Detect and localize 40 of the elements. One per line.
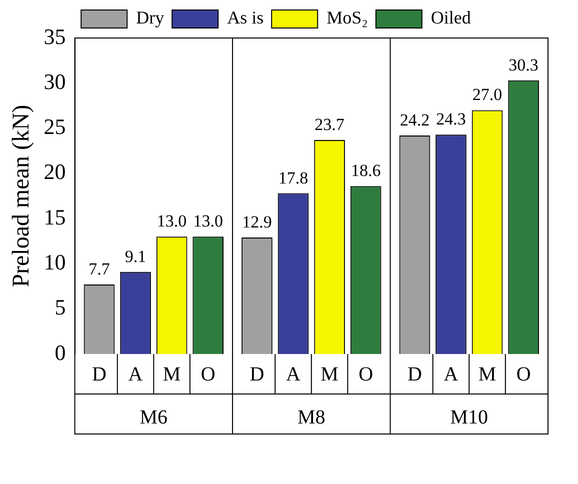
y-tick-label: 10 <box>44 249 66 274</box>
text: D <box>250 363 264 386</box>
y-tick-label: 35 <box>44 24 66 49</box>
data-label: 27.0 <box>472 85 502 104</box>
data-label: 12.9 <box>242 212 272 232</box>
text: D <box>407 363 422 386</box>
data-label: 9.1 <box>124 246 146 266</box>
y-axis-title: Preload mean (kN) <box>8 104 35 288</box>
text: A <box>444 363 459 386</box>
data-label: 13.0 <box>193 212 223 231</box>
text: O <box>200 363 216 386</box>
x-tick-label: M8 <box>298 406 326 428</box>
text: D <box>92 363 106 386</box>
data-label: 30.3 <box>508 55 538 74</box>
text: A <box>286 363 302 386</box>
y-tick-label: 20 <box>44 159 66 184</box>
data-label: 23.7 <box>314 114 345 134</box>
legend-label: Oiled <box>430 8 471 28</box>
text: A <box>128 363 144 386</box>
y-tick-label: 30 <box>44 68 66 94</box>
text: O <box>516 363 531 386</box>
legend-label: Dry <box>136 8 164 28</box>
text: M <box>320 363 339 386</box>
y-tick-label: 25 <box>44 114 66 140</box>
text: M <box>162 363 181 386</box>
y-tick-label: 5 <box>54 294 66 320</box>
legend-label: MoS₂ <box>326 8 368 28</box>
x-tick-label: M6 <box>140 406 168 428</box>
data-label: 13.0 <box>156 212 187 231</box>
y-tick-label: 15 <box>44 204 66 230</box>
data-label: 24.3 <box>436 110 466 129</box>
x-tick-label: M10 <box>450 406 488 428</box>
data-label: 24.2 <box>400 110 430 130</box>
y-tick-label: 0 <box>54 340 66 365</box>
text: M <box>478 363 496 386</box>
data-label: 7.7 <box>88 259 110 278</box>
data-label: 18.6 <box>350 161 381 180</box>
text: O <box>358 363 374 386</box>
legend-label: As is <box>227 8 264 28</box>
data-label: 17.8 <box>278 168 308 188</box>
